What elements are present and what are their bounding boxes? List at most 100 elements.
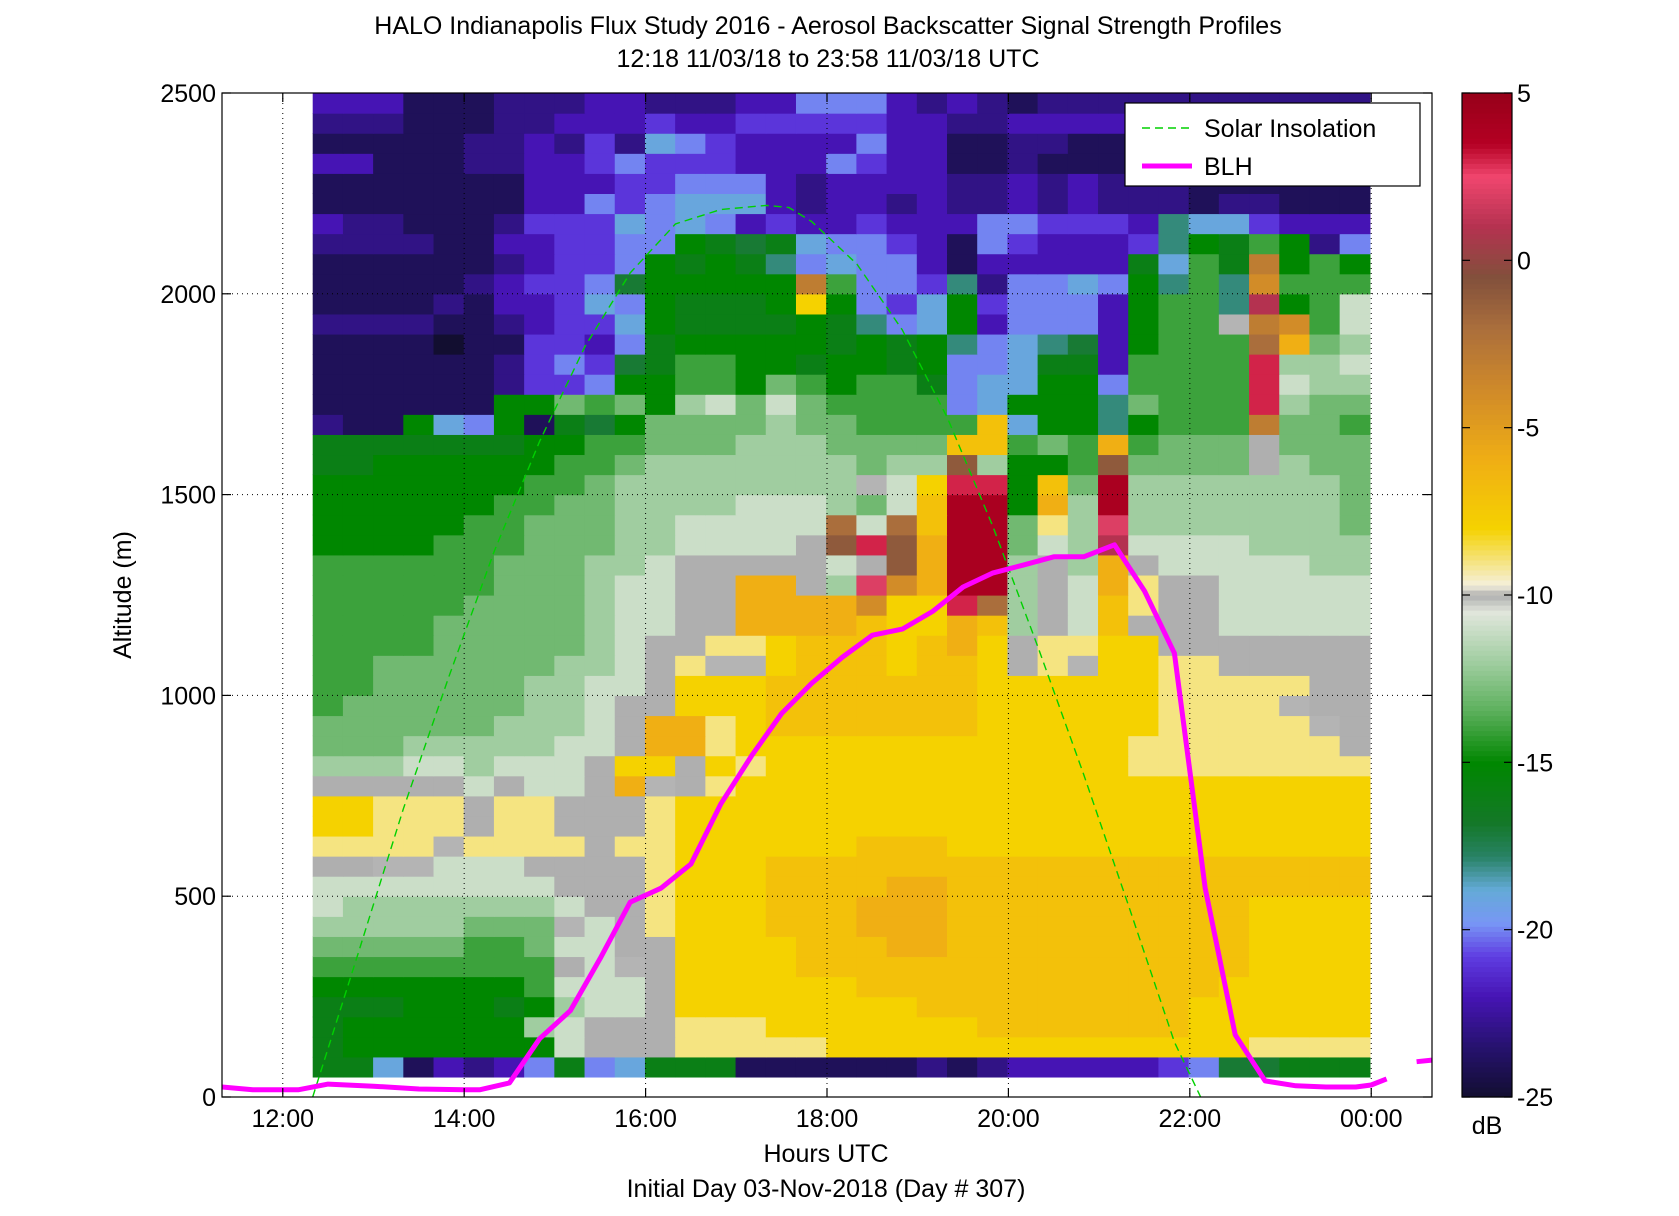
heatmap-cell — [826, 233, 857, 255]
heatmap-cell — [1098, 434, 1129, 456]
colorbar-segment — [1462, 745, 1512, 752]
x-tick-label: 20:00 — [977, 1105, 1040, 1133]
heatmap-cell — [856, 876, 888, 897]
heatmap-cell — [675, 595, 706, 616]
heatmap-cell — [1279, 635, 1311, 656]
heatmap-cell — [886, 735, 918, 757]
heatmap-cell — [765, 574, 797, 596]
heatmap-cell — [584, 695, 616, 717]
heatmap-cell — [886, 313, 918, 335]
heatmap-cell — [947, 233, 978, 255]
heatmap-cell — [1067, 273, 1099, 295]
heatmap-cell — [1007, 333, 1039, 355]
heatmap-cell — [765, 193, 797, 215]
heatmap-cell — [947, 695, 978, 717]
heatmap-cell — [735, 554, 767, 576]
heatmap-cell — [1037, 394, 1069, 415]
heatmap-cell — [1098, 153, 1129, 174]
heatmap-cell — [342, 675, 374, 696]
heatmap-cell — [1098, 795, 1129, 817]
series-lines — [222, 204, 1433, 1097]
heatmap-cell — [735, 595, 767, 616]
heatmap-cell — [826, 775, 857, 797]
heatmap-cell — [795, 153, 827, 174]
heatmap-cell — [403, 795, 435, 817]
heatmap-cell — [373, 474, 404, 496]
heatmap-cell — [1067, 534, 1099, 556]
heatmap-cell — [1188, 976, 1220, 998]
colorbar-segment — [1462, 956, 1512, 963]
heatmap-cell — [403, 876, 435, 897]
heatmap-cell — [675, 213, 706, 235]
heatmap-cell — [886, 514, 918, 536]
heatmap-cell — [373, 414, 404, 435]
heatmap-cell — [1037, 193, 1069, 215]
heatmap-cell — [675, 976, 706, 998]
heatmap-cell — [1007, 755, 1039, 777]
colorbar-segment — [1462, 288, 1512, 295]
heatmap-cell — [826, 333, 857, 355]
heatmap-cell — [524, 896, 555, 917]
heatmap-cell — [705, 253, 737, 275]
heatmap-cell — [644, 976, 676, 998]
heatmap-cell — [826, 394, 857, 415]
colorbar-segment — [1462, 760, 1512, 767]
heatmap-cell — [826, 534, 857, 556]
heatmap-cell — [675, 93, 706, 114]
heatmap-cell — [463, 896, 495, 917]
heatmap-cell — [1037, 414, 1069, 435]
heatmap-cell — [373, 815, 404, 837]
heatmap-cell — [826, 133, 857, 154]
heatmap-cell — [826, 474, 857, 496]
heatmap-cell — [614, 133, 646, 154]
heatmap-cell — [342, 313, 374, 335]
heatmap-cell — [735, 795, 767, 817]
heatmap-cell — [1037, 374, 1069, 395]
heatmap-cell — [433, 896, 465, 917]
heatmap-cell — [1128, 896, 1160, 917]
heatmap-cell — [373, 715, 404, 737]
heatmap-cell — [765, 976, 797, 998]
heatmap-cell — [765, 695, 797, 717]
heatmap-cell — [493, 655, 525, 676]
heatmap-cell — [1279, 675, 1311, 696]
heatmap-cell — [795, 835, 827, 857]
heatmap-cell — [403, 574, 435, 596]
heatmap-cell — [1188, 233, 1220, 255]
heatmap-cell — [795, 815, 827, 837]
heatmap-cell — [856, 996, 888, 1018]
heatmap-cell — [947, 494, 978, 516]
heatmap-cell — [916, 454, 948, 476]
heatmap-cell — [765, 253, 797, 275]
heatmap-cell — [584, 113, 616, 134]
heatmap-cell — [1188, 635, 1220, 656]
colorbar-segment — [1462, 700, 1512, 707]
heatmap-cell — [886, 775, 918, 797]
heatmap-cell — [886, 333, 918, 355]
heatmap-cell — [826, 976, 857, 998]
heatmap-cell — [856, 354, 888, 375]
heatmap-cell — [1249, 735, 1280, 757]
heatmap-cell — [977, 775, 1009, 797]
heatmap-cell — [614, 956, 646, 978]
heatmap-cell — [1339, 574, 1371, 596]
heatmap-cell — [373, 333, 404, 355]
heatmap-cell — [1128, 534, 1160, 556]
heatmap-cell — [795, 1016, 827, 1038]
heatmap-cell — [1037, 976, 1069, 998]
heatmap-cell — [675, 293, 706, 315]
heatmap-cell — [856, 233, 888, 255]
colorbar-segment — [1462, 223, 1512, 230]
heatmap-cell — [1339, 835, 1371, 857]
heatmap-cell — [1249, 976, 1280, 998]
heatmap-cell — [1037, 1036, 1069, 1058]
heatmap-cell — [373, 293, 404, 315]
heatmap-cell — [463, 916, 495, 937]
heatmap-cell — [373, 635, 404, 656]
heatmap-cell — [1309, 755, 1341, 777]
heatmap-cell — [493, 916, 525, 937]
heatmap-cell — [1098, 514, 1129, 536]
heatmap-cell — [735, 956, 767, 978]
heatmap-cell — [977, 193, 1009, 215]
heatmap-cell — [1128, 494, 1160, 516]
